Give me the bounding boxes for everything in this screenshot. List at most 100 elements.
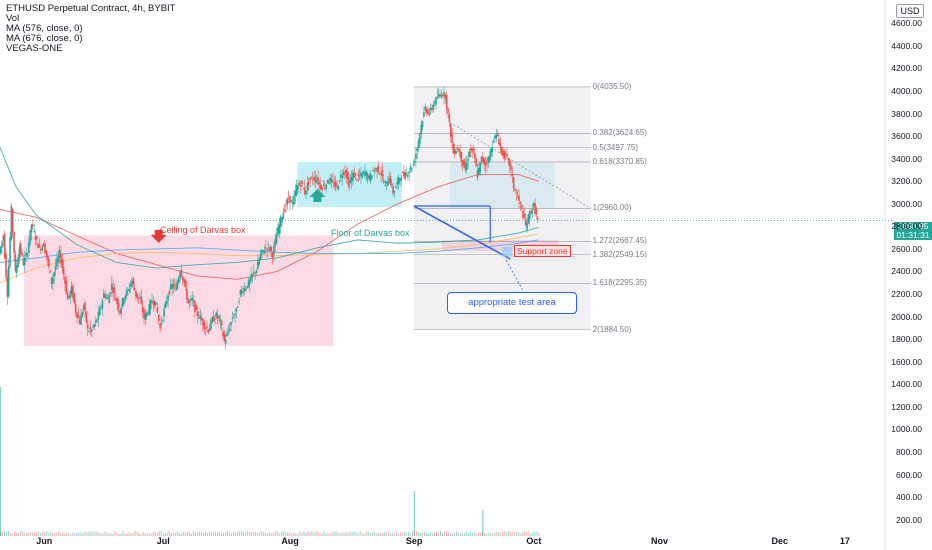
candle-body	[275, 235, 278, 244]
candle-body	[326, 180, 329, 183]
candle-body	[483, 158, 486, 165]
candle-body	[298, 183, 301, 185]
volume-bar	[223, 532, 225, 536]
volume-bar	[474, 532, 476, 536]
volume-bar	[516, 531, 518, 536]
indicator-ma-676[interactable]: MA (676, close, 0)	[6, 33, 83, 44]
darvas-pink-box	[24, 235, 334, 346]
candle-body	[452, 144, 455, 154]
volume-bar	[311, 531, 313, 536]
candle-body	[238, 301, 240, 303]
candle-body	[520, 205, 523, 208]
indicator-vol[interactable]: Vol	[6, 13, 20, 24]
volume-bar	[168, 530, 170, 536]
candle-body	[145, 312, 148, 317]
volume-bar	[484, 532, 486, 536]
candle-body	[121, 298, 124, 306]
candle-body	[64, 276, 66, 284]
candle-body	[329, 178, 331, 182]
ceiling-annotation[interactable]: Ceiling of Darvas box	[160, 225, 246, 235]
indicator-vegas-one[interactable]: VEGAS-ONE	[6, 43, 63, 54]
volume-bar	[385, 531, 387, 536]
volume-bar	[253, 531, 255, 536]
volume-bar	[349, 531, 351, 536]
candle-body	[2, 235, 5, 241]
candle-body	[448, 114, 451, 122]
candle-body	[188, 300, 191, 303]
volume-bar	[446, 531, 448, 536]
candle-body	[7, 266, 10, 297]
volume-bar	[174, 533, 176, 536]
volume-bar	[8, 531, 10, 536]
candle-body	[120, 307, 123, 314]
candle-body	[73, 293, 76, 303]
volume-bar	[142, 532, 144, 536]
projection-line	[413, 205, 511, 260]
candle-body	[191, 297, 194, 301]
candle-body	[330, 179, 333, 183]
candle-body	[411, 168, 413, 170]
volume-bar	[88, 531, 90, 536]
candle-body	[364, 171, 366, 177]
volume-bar	[218, 531, 220, 536]
test-area-callout[interactable]: appropriate test area	[447, 292, 577, 314]
floor-arrow	[309, 189, 326, 203]
volume-bar	[417, 532, 419, 536]
indicator-ma-576[interactable]: MA (576, close, 0)	[6, 23, 83, 34]
candle-body	[212, 316, 215, 322]
candle-body	[103, 293, 105, 298]
candle-body	[530, 211, 532, 214]
volume-bar	[86, 532, 88, 536]
candle-body	[389, 176, 392, 185]
candle-body	[527, 214, 530, 224]
currency-button[interactable]: USD	[896, 4, 924, 18]
volume-bar	[534, 531, 536, 536]
volume-bar	[160, 531, 162, 536]
time-tick-label: Jun	[36, 536, 53, 546]
volume-bar	[425, 532, 427, 536]
candle-body	[176, 282, 179, 289]
volume-bar	[504, 531, 506, 536]
volume-bar	[144, 533, 146, 536]
candle-body	[65, 281, 68, 294]
volume-bar	[397, 533, 399, 536]
candle-body	[22, 259, 25, 266]
volume-bar	[331, 532, 333, 536]
volume-bar	[259, 532, 261, 536]
volume-bar	[387, 531, 389, 536]
candle-body	[15, 265, 18, 274]
candle-body	[504, 153, 507, 155]
chart-legend: ETHUSD Perpetual Contract, 4h, BYBIT Vol…	[6, 4, 175, 54]
floor-annotation[interactable]: Floor of Darvas box	[331, 228, 410, 238]
candle-body	[444, 94, 447, 99]
support-zone-label[interactable]: Support zone	[514, 245, 571, 257]
candle-body	[366, 173, 369, 180]
candle-body	[167, 295, 169, 301]
volume-bar	[454, 532, 456, 536]
candle-body	[432, 104, 435, 111]
candle-body	[151, 300, 153, 303]
candle-body	[273, 245, 275, 255]
candle-body	[131, 280, 133, 287]
candle-body	[180, 270, 183, 277]
candle-body	[70, 285, 73, 294]
candle-body	[147, 313, 149, 315]
candle-body	[235, 308, 238, 312]
candle-body	[52, 277, 54, 284]
candle-body	[242, 292, 244, 293]
candle-body	[100, 306, 102, 309]
symbol-title[interactable]: ETHUSD Perpetual Contract, 4h, BYBIT	[6, 3, 176, 14]
candle-body	[190, 298, 192, 301]
candle-body	[266, 248, 269, 251]
candle-body	[409, 166, 412, 171]
candle-body	[381, 170, 384, 177]
candle-body	[253, 271, 255, 274]
candle-body	[139, 298, 141, 300]
candle-body	[460, 152, 463, 162]
volume-bar	[126, 533, 128, 536]
volume-bar	[337, 532, 339, 536]
candle-body	[127, 289, 129, 291]
fib-retracement[interactable]	[413, 86, 591, 330]
candle-body	[62, 266, 65, 275]
